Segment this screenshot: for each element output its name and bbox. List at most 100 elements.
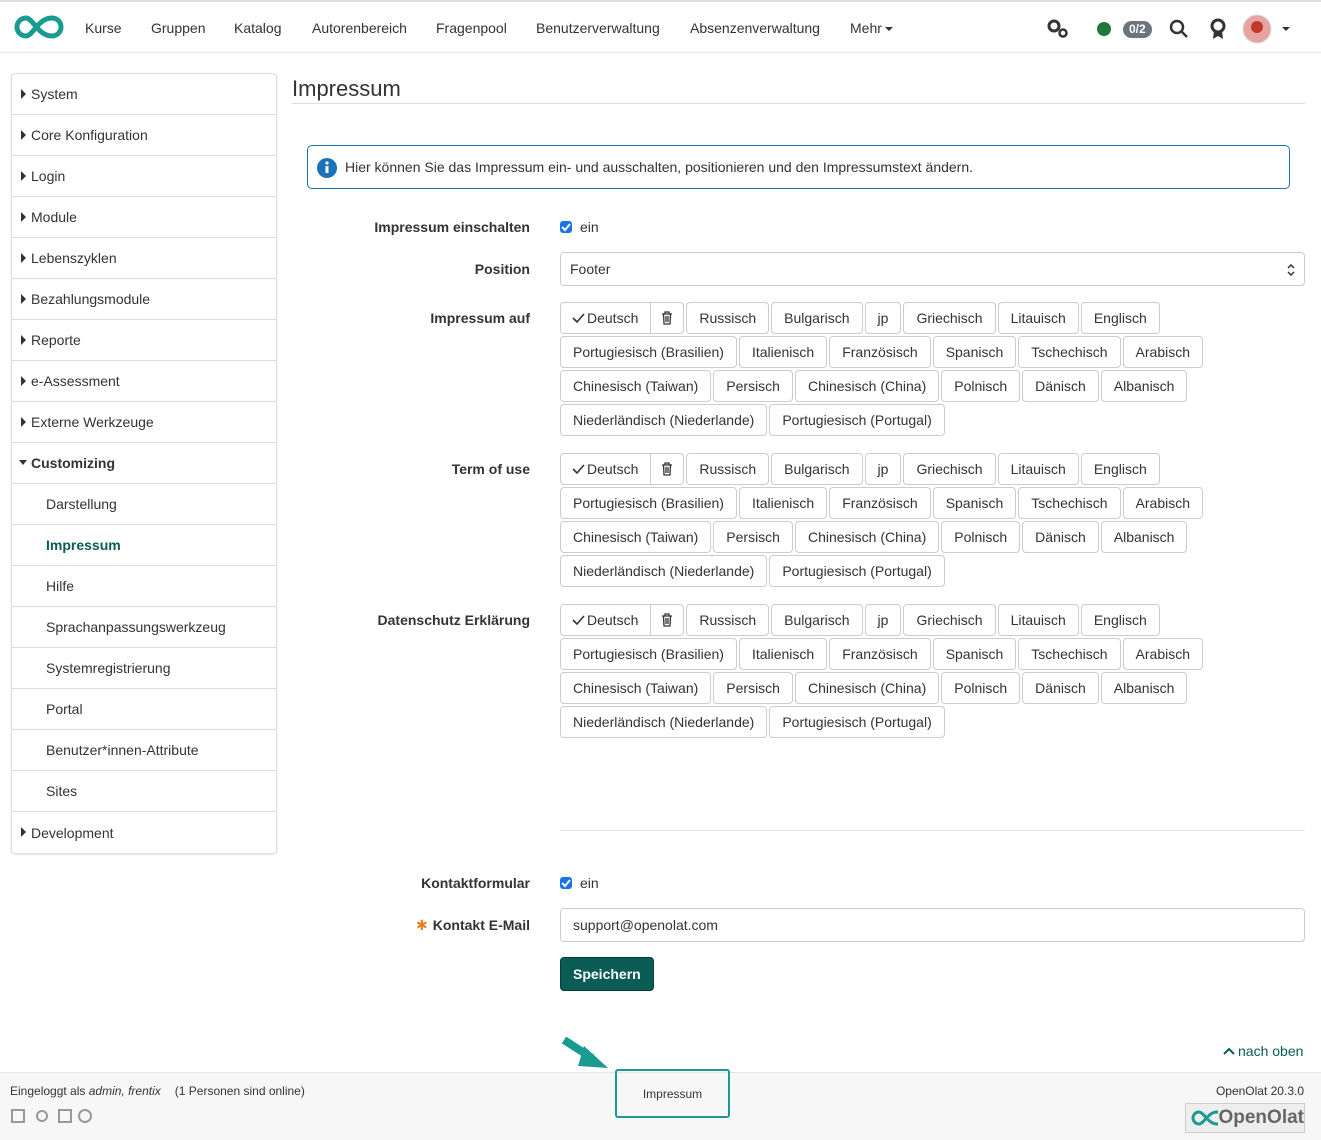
language-button[interactable]: Polnisch	[941, 521, 1021, 553]
badge-icon[interactable]	[1209, 18, 1227, 40]
nav-item[interactable]: Gruppen	[151, 20, 206, 36]
language-button[interactable]: Englisch	[1080, 453, 1160, 485]
language-button[interactable]: Tschechisch	[1018, 638, 1121, 670]
settings-icon[interactable]	[1046, 18, 1070, 40]
language-button[interactable]: Russisch	[686, 453, 770, 485]
language-button[interactable]: Persisch	[713, 521, 793, 553]
language-button[interactable]: Portugiesisch (Brasilien)	[560, 336, 737, 368]
language-button[interactable]: Chinesisch (China)	[794, 521, 940, 553]
language-button[interactable]: Französisch	[829, 638, 931, 670]
language-button[interactable]: Englisch	[1080, 604, 1160, 636]
language-button[interactable]: Niederländisch (Niederlande)	[560, 555, 768, 587]
language-button[interactable]: Bulgarisch	[771, 302, 863, 334]
language-button[interactable]: Englisch	[1080, 302, 1160, 334]
language-button[interactable]: Griechisch	[903, 302, 996, 334]
impressum-link[interactable]: Impressum	[615, 1069, 730, 1118]
language-button[interactable]: Polnisch	[941, 370, 1021, 402]
back-to-top[interactable]: nach oben	[1222, 1043, 1303, 1059]
language-button[interactable]: Französisch	[829, 487, 931, 519]
sidebar-subitem[interactable]: Darstellung	[12, 484, 276, 525]
sidebar-item[interactable]: Module	[12, 197, 276, 238]
language-button[interactable]: Italienisch	[738, 638, 828, 670]
language-button[interactable]: Griechisch	[903, 604, 996, 636]
nav-item[interactable]: Benutzerverwaltung	[536, 20, 660, 36]
language-button[interactable]: Italienisch	[738, 487, 828, 519]
sidebar-subitem[interactable]: Impressum	[12, 525, 276, 566]
language-button[interactable]: Niederländisch (Niederlande)	[560, 706, 768, 738]
checkbox[interactable]: ein	[560, 219, 599, 235]
nav-item[interactable]: Autorenbereich	[312, 20, 407, 36]
nav-more[interactable]: Mehr	[850, 20, 894, 36]
delete-button[interactable]	[651, 453, 685, 485]
sidebar-item[interactable]: Reporte	[12, 320, 276, 361]
nav-item[interactable]: Absenzenverwaltung	[690, 20, 820, 36]
language-button[interactable]: Spanisch	[932, 487, 1017, 519]
sidebar-subitem[interactable]: Benutzer*innen-Attribute	[12, 730, 276, 771]
save-button[interactable]: Speichern	[560, 957, 654, 991]
language-button[interactable]: Chinesisch (Taiwan)	[560, 672, 712, 704]
language-button[interactable]: jp	[864, 302, 902, 334]
sidebar-subitem[interactable]: Sites	[12, 771, 276, 812]
language-button[interactable]: Italienisch	[738, 336, 828, 368]
language-button[interactable]: Portugiesisch (Brasilien)	[560, 487, 737, 519]
language-button[interactable]: Chinesisch (Taiwan)	[560, 521, 712, 553]
language-button[interactable]: Chinesisch (Taiwan)	[560, 370, 712, 402]
sidebar-item[interactable]: Customizing	[12, 443, 276, 484]
sidebar-item[interactable]: e-Assessment	[12, 361, 276, 402]
sidebar-item[interactable]: Lebenszyklen	[12, 238, 276, 279]
language-button[interactable]: Portugiesisch (Brasilien)	[560, 638, 737, 670]
language-button[interactable]: Arabisch	[1122, 638, 1204, 670]
language-button[interactable]: jp	[864, 604, 902, 636]
delete-button[interactable]	[651, 604, 685, 636]
sidebar-item[interactable]: System	[12, 74, 276, 115]
position-select[interactable]: Footer	[560, 252, 1305, 286]
sidebar-item[interactable]: Development	[12, 812, 276, 853]
language-button[interactable]: Portugiesisch (Portugal)	[769, 706, 945, 738]
language-button[interactable]: Chinesisch (China)	[794, 370, 940, 402]
sidebar-item[interactable]: Core Konfiguration	[12, 115, 276, 156]
language-button[interactable]: Albanisch	[1100, 521, 1188, 553]
language-button[interactable]: Bulgarisch	[771, 604, 863, 636]
delete-button[interactable]	[651, 302, 685, 334]
nav-item[interactable]: Kurse	[85, 20, 122, 36]
language-button[interactable]: Arabisch	[1122, 487, 1204, 519]
search-icon[interactable]	[1169, 19, 1189, 39]
language-button[interactable]: Litauisch	[997, 604, 1079, 636]
language-button[interactable]: Französisch	[829, 336, 931, 368]
language-button[interactable]: Portugiesisch (Portugal)	[769, 404, 945, 436]
language-button[interactable]: Spanisch	[932, 336, 1017, 368]
language-button[interactable]: Albanisch	[1100, 370, 1188, 402]
avatar[interactable]	[1242, 14, 1292, 44]
language-button[interactable]: Tschechisch	[1018, 336, 1121, 368]
language-button[interactable]: Arabisch	[1122, 336, 1204, 368]
language-button[interactable]: Dänisch	[1022, 672, 1099, 704]
language-button[interactable]: Albanisch	[1100, 672, 1188, 704]
sidebar-subitem[interactable]: Portal	[12, 689, 276, 730]
sidebar-subitem[interactable]: Hilfe	[12, 566, 276, 607]
email-input[interactable]: support@openolat.com	[560, 908, 1305, 942]
language-button[interactable]: Chinesisch (China)	[794, 672, 940, 704]
language-selected[interactable]: Deutsch	[560, 453, 652, 485]
language-button[interactable]: Griechisch	[903, 453, 996, 485]
language-button[interactable]: Polnisch	[941, 672, 1021, 704]
language-button[interactable]: Dänisch	[1022, 370, 1099, 402]
sidebar-item[interactable]: Externe Werkzeuge	[12, 402, 276, 443]
sidebar-item[interactable]: Bezahlungsmodule	[12, 279, 276, 320]
nav-item[interactable]: Katalog	[234, 20, 282, 36]
language-button[interactable]: Litauisch	[997, 302, 1079, 334]
language-button[interactable]: Spanisch	[932, 638, 1017, 670]
language-selected[interactable]: Deutsch	[560, 604, 652, 636]
language-button[interactable]: Russisch	[686, 302, 770, 334]
language-button[interactable]: Bulgarisch	[771, 453, 863, 485]
language-button[interactable]: Dänisch	[1022, 521, 1099, 553]
language-button[interactable]: Niederländisch (Niederlande)	[560, 404, 768, 436]
language-button[interactable]: Persisch	[713, 370, 793, 402]
language-button[interactable]: Litauisch	[997, 453, 1079, 485]
language-button[interactable]: Persisch	[713, 672, 793, 704]
language-button[interactable]: jp	[864, 453, 902, 485]
badge[interactable]: 0/2	[1123, 21, 1152, 38]
sidebar-subitem[interactable]: Sprachanpassungswerkzeug	[12, 607, 276, 648]
checkbox[interactable]: ein	[560, 875, 599, 891]
sidebar-item[interactable]: Login	[12, 156, 276, 197]
language-button[interactable]: Tschechisch	[1018, 487, 1121, 519]
